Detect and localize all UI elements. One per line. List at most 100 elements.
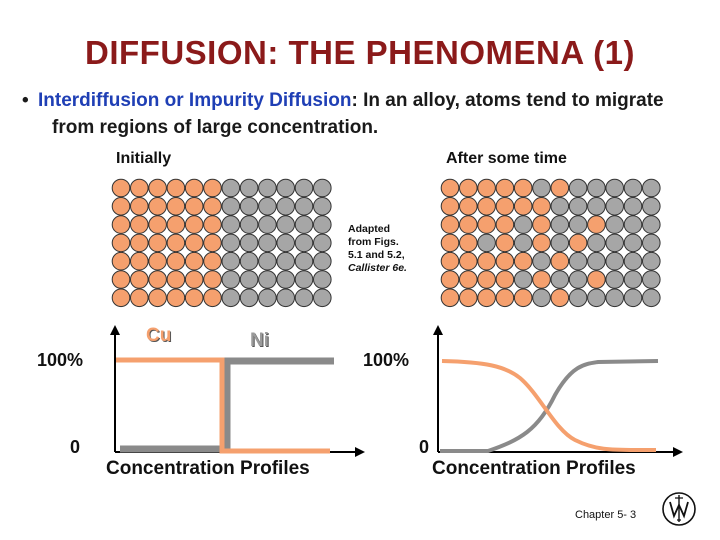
left-cu-atom <box>130 178 149 198</box>
left-cu-atom <box>203 270 222 289</box>
right-ni-atom <box>587 178 606 198</box>
right-cu-atom <box>459 233 478 253</box>
right-cu-atom <box>495 197 515 216</box>
right-ni-atom <box>513 215 533 234</box>
right-ni-atom <box>605 288 625 308</box>
right-ni-atom <box>550 233 570 253</box>
right-ni-atom <box>642 197 661 216</box>
right-cu-atom <box>532 233 551 253</box>
right-ni-atom <box>532 288 551 308</box>
right-ni-atom <box>605 178 625 198</box>
left-ni-atom <box>313 251 332 271</box>
caption-line-3: 5.1 and 5.2, <box>348 249 405 261</box>
right-ni-atom <box>568 197 588 216</box>
left-cu-atom <box>130 197 149 216</box>
right-ni-atom <box>642 178 661 198</box>
chapter-footer: Chapter 5- 3 <box>575 509 637 521</box>
bullet-symbol: • <box>22 90 29 111</box>
right-ni-atom <box>513 270 533 289</box>
right-ni-atom <box>642 251 661 271</box>
left-cu-atom <box>184 233 204 253</box>
left-cu-atom <box>184 288 204 308</box>
right-atom-grid <box>440 178 661 308</box>
right-cu-atom <box>477 178 496 198</box>
right-cu-atom <box>440 233 460 253</box>
left-cu-atom <box>203 288 222 308</box>
left-cu-atom <box>203 178 222 198</box>
left-cu-atom <box>148 215 167 234</box>
left-ni-curve <box>120 357 334 453</box>
left-cu-atom <box>166 251 186 271</box>
right-cu-atom <box>568 233 588 253</box>
right-ni-atom <box>605 251 625 271</box>
right-cu-atom <box>459 178 478 198</box>
right-ni-atom <box>550 197 570 216</box>
bullet-text-1: : In an alloy, atoms tend to migrate <box>351 90 664 111</box>
right-ni-atom <box>623 288 643 308</box>
left-ni-atom <box>221 215 241 234</box>
right-ni-atom <box>568 251 588 271</box>
left-cu-atom <box>166 215 186 234</box>
slide-title: DIFFUSION: THE PHENOMENA (1) <box>85 34 635 71</box>
right-cu-atom <box>477 251 496 271</box>
left-ni-atom <box>258 288 277 308</box>
left-ni-atom <box>239 197 259 216</box>
right-ni-atom <box>587 197 606 216</box>
caption-line-4: Callister 6e. <box>348 262 407 274</box>
left-panel-label: Initially <box>116 150 172 167</box>
left-cu-atom <box>130 215 149 234</box>
right-cu-atom <box>550 288 570 308</box>
left-cu-atom <box>203 251 222 271</box>
right-cu-atom <box>513 197 533 216</box>
right-cu-atom <box>477 288 496 308</box>
right-ni-atom <box>587 251 606 271</box>
right-cu-curve <box>441 359 656 452</box>
right-ni-atom <box>642 270 661 289</box>
right-cu-atom <box>477 270 496 289</box>
right-cu-atom <box>440 270 460 289</box>
left-ni-atom <box>258 215 277 234</box>
right-ni-atom <box>623 197 643 216</box>
left-ni-atom <box>294 178 314 198</box>
left-cu-atom <box>166 197 186 216</box>
left-ni-atom <box>313 270 332 289</box>
cu-label: Cu <box>146 325 171 347</box>
right-cu-atom <box>495 270 515 289</box>
right-cu-atom <box>587 270 606 289</box>
left-ni-atom <box>258 233 277 253</box>
right-ni-atom <box>568 288 588 308</box>
right-profile-chart <box>433 325 683 457</box>
left-ni-atom <box>294 197 314 216</box>
right-cu-atom <box>513 251 533 271</box>
right-ni-atom <box>623 178 643 198</box>
left-ni-atom <box>276 197 296 216</box>
left-cu-curve <box>116 357 330 454</box>
left-ni-atom <box>313 233 332 253</box>
right-ni-atom <box>623 270 643 289</box>
left-ni-atom <box>313 288 332 308</box>
right-ni-atom <box>587 233 606 253</box>
left-ni-atom <box>276 288 296 308</box>
left-atom-grid <box>111 178 332 308</box>
right-cu-atom <box>459 215 478 234</box>
bullet-line-2: from regions of large concentration. <box>52 117 379 138</box>
left-cu-atom <box>166 288 186 308</box>
left-ni-atom <box>294 251 314 271</box>
right-cu-atom <box>440 288 460 308</box>
left-cu-atom <box>111 288 131 308</box>
left-x-label: Concentration Profiles <box>106 458 310 479</box>
right-ni-atom <box>605 233 625 253</box>
left-ni-atom <box>221 197 241 216</box>
left-ni-atom <box>239 270 259 289</box>
left-cu-atom <box>111 215 131 234</box>
left-cu-atom <box>184 270 204 289</box>
left-ni-atom <box>221 288 241 308</box>
right-cu-atom <box>587 215 606 234</box>
left-y-bottom-label: 0 <box>70 437 81 457</box>
left-ni-atom <box>294 288 314 308</box>
left-ni-atom <box>239 233 259 253</box>
left-profile-chart <box>110 325 365 457</box>
left-cu-atom <box>111 251 131 271</box>
right-ni-atom <box>642 215 661 234</box>
